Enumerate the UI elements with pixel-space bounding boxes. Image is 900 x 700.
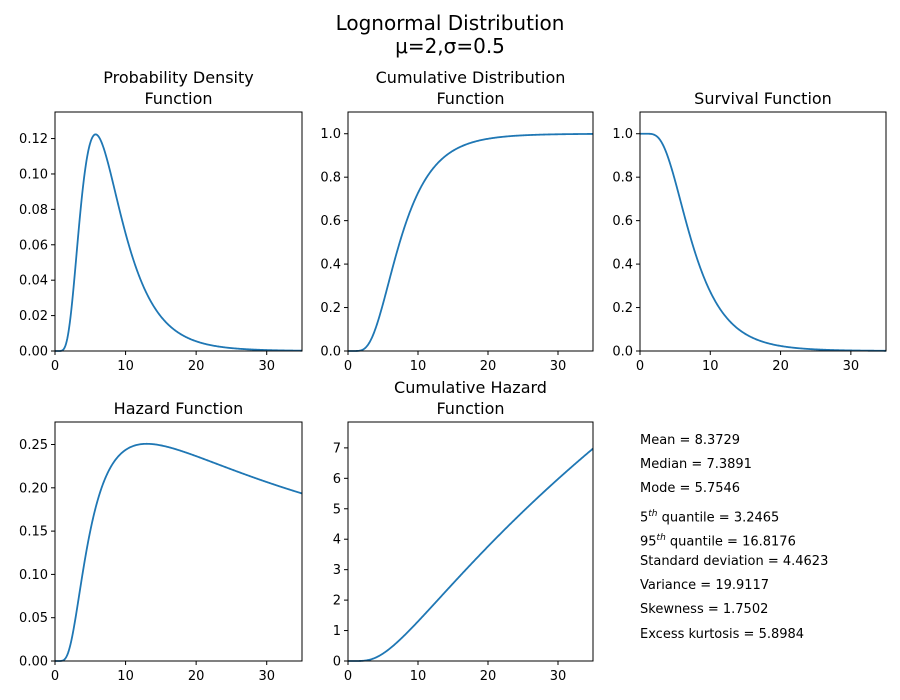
sf-title: Survival Function bbox=[694, 89, 832, 108]
chf-series-line bbox=[348, 447, 594, 662]
cdf-series-line bbox=[348, 133, 593, 352]
chf-axes-frame bbox=[347, 421, 594, 662]
chf-ytick-label: 0 bbox=[333, 655, 341, 670]
cdf-title: Cumulative Distribution Function bbox=[375, 68, 566, 108]
stat-q95: 95th quantile = 16.8176 bbox=[640, 532, 796, 550]
pdf-ytick-label: 0.10 bbox=[19, 167, 48, 182]
sf-xtick-label: 20 bbox=[772, 359, 789, 374]
pdf-series-line bbox=[55, 133, 303, 352]
sf-axes-frame bbox=[639, 111, 887, 352]
hf-axes-frame bbox=[54, 421, 303, 662]
sf-ytick-label: 0.8 bbox=[612, 171, 633, 186]
sf-series-line bbox=[640, 132, 887, 352]
sf-ytick-label: 1.0 bbox=[612, 127, 633, 142]
hf-xtick-label: 10 bbox=[117, 669, 134, 684]
chf-ytick-label: 3 bbox=[333, 563, 341, 578]
chf-xtick-label: 30 bbox=[550, 669, 567, 684]
hf-ytick-label: 0.15 bbox=[19, 525, 48, 540]
pdf-ytick-label: 0.06 bbox=[19, 238, 48, 253]
chf-plot: 0 10 20 30 0 1 2 3 4 5 6 7 bbox=[333, 421, 594, 684]
sf-ytick-label: 0.4 bbox=[612, 258, 633, 273]
hf-ytick-label: 0.10 bbox=[19, 568, 48, 583]
hf-title: Hazard Function bbox=[113, 399, 244, 418]
pdf-xtick-label: 20 bbox=[188, 359, 205, 374]
chf-xtick-label: 10 bbox=[410, 669, 427, 684]
chf-ytick-label: 6 bbox=[333, 472, 341, 487]
pdf-ytick-label: 0.04 bbox=[19, 274, 48, 289]
figure-subtitle: μ=2,σ=0.5 bbox=[395, 34, 505, 58]
pdf-xtick-label: 10 bbox=[117, 359, 134, 374]
cdf-xtick-label: 20 bbox=[480, 359, 497, 374]
chf-ytick-label: 7 bbox=[333, 441, 341, 456]
stat-mode: Mode = 5.7546 bbox=[640, 481, 741, 497]
pdf-xtick-label: 0 bbox=[51, 359, 59, 374]
pdf-ytick-label: 0.08 bbox=[19, 203, 48, 218]
hf-series-line bbox=[55, 442, 303, 662]
cdf-ytick-label: 0.8 bbox=[320, 171, 341, 186]
cdf-plot: 0 10 20 30 0.0 0.2 0.4 0.6 0.8 1.0 bbox=[320, 111, 594, 374]
stat-median: Median = 7.3891 bbox=[640, 457, 752, 473]
hf-xtick-label: 0 bbox=[51, 669, 59, 684]
stat-q5: 5th quantile = 3.2465 bbox=[640, 508, 780, 525]
stat-mean: Mean = 8.3729 bbox=[640, 433, 741, 448]
pdf-title: Probability Density Function bbox=[103, 68, 254, 108]
chf-xtick-label: 0 bbox=[344, 669, 352, 684]
sf-ytick-label: 0.6 bbox=[612, 214, 633, 229]
cdf-xtick-label: 0 bbox=[344, 359, 352, 374]
stat-std: Standard deviation = 4.4623 bbox=[640, 553, 829, 569]
hf-ytick-label: 0.20 bbox=[19, 481, 48, 496]
chf-ytick-label: 2 bbox=[333, 594, 341, 609]
cdf-ytick-label: 1.0 bbox=[320, 127, 341, 142]
pdf-plot: 0 10 20 30 0.00 0.02 0.04 0.06 0.08 0.10 0.12 bbox=[19, 111, 303, 374]
chf-ytick-label: 5 bbox=[333, 502, 341, 517]
figure-title: Lognormal Distribution bbox=[335, 11, 565, 35]
chf-ytick-label: 4 bbox=[333, 533, 341, 548]
pdf-ytick-label: 0.02 bbox=[19, 309, 48, 324]
sf-xtick-label: 0 bbox=[636, 359, 644, 374]
sf-plot: 0 10 20 30 0.0 0.2 0.4 0.6 0.8 1.0 bbox=[612, 111, 887, 374]
pdf-xtick-label: 30 bbox=[258, 359, 275, 374]
stat-kurtosis: Excess kurtosis = 5.8984 bbox=[640, 626, 805, 642]
cdf-ytick-label: 0.2 bbox=[320, 301, 341, 316]
cdf-axes-frame bbox=[347, 111, 594, 352]
hf-ytick-label: 0.25 bbox=[19, 438, 48, 453]
pdf-ytick-label: 0.12 bbox=[19, 132, 48, 147]
hf-plot: 0 10 20 30 0.00 0.05 0.10 0.15 0.20 0.25 bbox=[19, 421, 303, 684]
pdf-ytick-label: 0.00 bbox=[19, 345, 48, 360]
cdf-xtick-label: 30 bbox=[550, 359, 567, 374]
sf-xtick-label: 30 bbox=[843, 359, 860, 374]
sf-ytick-label: 0.0 bbox=[612, 345, 633, 360]
cdf-xtick-label: 10 bbox=[410, 359, 427, 374]
cdf-ytick-label: 0.0 bbox=[320, 345, 341, 360]
hf-ytick-label: 0.05 bbox=[19, 611, 48, 626]
stat-variance: Variance = 19.9117 bbox=[640, 578, 770, 594]
hf-xtick-label: 30 bbox=[258, 669, 275, 684]
chf-xtick-label: 20 bbox=[480, 669, 497, 684]
stat-skewness: Skewness = 1.7502 bbox=[640, 602, 769, 618]
hf-xtick-label: 20 bbox=[188, 669, 205, 684]
cdf-ytick-label: 0.4 bbox=[320, 258, 341, 273]
sf-ytick-label: 0.2 bbox=[612, 301, 633, 316]
statistics-panel: Mean = 8.3729 Median = 7.3891 Mode = 5.7… bbox=[640, 431, 828, 649]
pdf-axes-frame bbox=[54, 111, 303, 352]
chf-ytick-label: 1 bbox=[333, 624, 341, 639]
cdf-ytick-label: 0.6 bbox=[320, 214, 341, 229]
hf-ytick-label: 0.00 bbox=[19, 655, 48, 670]
sf-xtick-label: 10 bbox=[702, 359, 719, 374]
chf-title: Cumulative Hazard Function bbox=[394, 378, 547, 418]
